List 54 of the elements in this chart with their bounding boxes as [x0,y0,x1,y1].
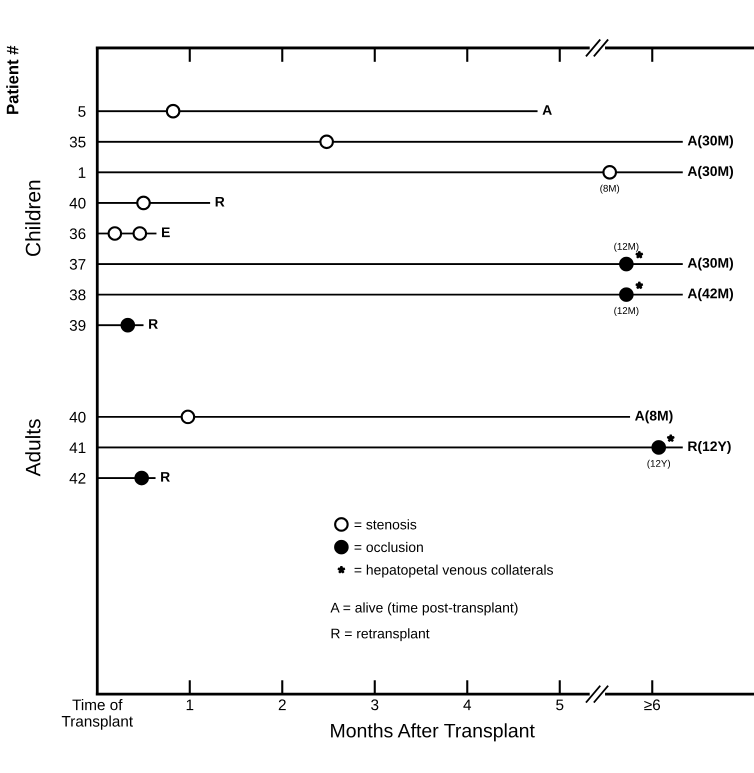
point [134,470,149,486]
point [108,226,122,241]
y-tick-label: 40 [70,412,86,423]
y-axis-title: Patient # [6,46,18,114]
point [619,256,634,272]
y-tick-label: 35 [70,136,86,148]
annotation: (8M) [600,184,620,194]
x-tick-label: 3 [371,699,378,710]
annotation: (12Y) [647,460,670,469]
y-tick-label: 41 [70,442,86,453]
point [132,226,148,241]
point [166,104,180,118]
x-axis-title: Months After Transplant [331,723,535,742]
annotation: R = retransplant [332,628,430,642]
point [319,134,334,150]
y-tick-label: 38 [70,289,86,300]
text: Adults [25,419,40,476]
x-tick-label: 1 [186,700,194,710]
data-label: E [162,228,170,238]
y-tick-label: 42 [70,472,86,484]
y-tick-label: 37 [70,258,86,270]
text: Children [25,180,40,256]
data-label: A(30M) [688,258,734,271]
data-label: R(12Y) [688,440,731,454]
data-label: A(42M) [688,288,734,302]
y-tick-label: 1 [78,167,86,178]
data-label: R [149,319,158,329]
y-tick-label: 40 [70,198,86,209]
x-tick-label: 4 [463,700,472,710]
annotation: (12M) [614,306,638,316]
point [136,196,151,210]
legend-label: = occlusion [354,542,423,552]
data-label: A(8M) [635,410,673,424]
point [619,287,634,302]
y-tick-label: 5 [78,106,86,117]
annotation: (12M) [614,242,638,252]
y-tick-label: 39 [70,320,86,331]
y-tick-label: 36 [70,228,86,240]
point [602,165,617,180]
data-label: A(30M) [688,135,734,148]
point [651,440,666,455]
point [180,410,196,424]
x-tick-label: 5 [556,700,564,710]
data-label: A [542,105,552,115]
x-tick-label: ≥6 [644,699,660,710]
annotation: A = alive (time post-transplant) [330,602,518,616]
data-label: R [161,472,170,482]
legend-label: = hepatopetal venous collaterals [354,564,553,578]
legend-label: = stenosis [354,519,416,530]
data-label: A(30M) [688,166,734,179]
x-tick-label: 2 [278,699,286,710]
data-label: R [216,196,224,206]
point [120,318,136,332]
x-tick-label: Time of Transplant [62,699,133,730]
